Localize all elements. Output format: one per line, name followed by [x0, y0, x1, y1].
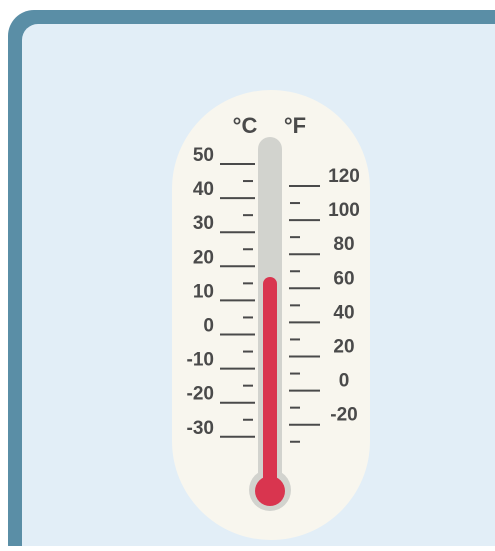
mercury [263, 277, 277, 492]
fahrenheit-label: 60 [333, 268, 354, 289]
celsius-label: 50 [193, 145, 214, 166]
celsius-label: -30 [187, 418, 214, 439]
celsius-label: 40 [193, 179, 214, 200]
fahrenheit-label: 40 [333, 302, 354, 323]
celsius-label: 30 [193, 213, 214, 234]
celsius-label: -10 [187, 350, 214, 371]
celsius-label: 0 [203, 316, 214, 337]
bulb [255, 476, 285, 506]
celsius-unit: °C [233, 113, 258, 138]
illustration: °C °F 50403020100-10-20-3012010080604020… [0, 0, 495, 546]
fahrenheit-label: 0 [339, 371, 350, 392]
fahrenheit-label: 80 [333, 234, 354, 255]
celsius-label: -20 [187, 384, 214, 405]
fahrenheit-label: 100 [328, 200, 360, 221]
fahrenheit-label: 120 [328, 166, 360, 187]
fahrenheit-unit: °F [284, 113, 306, 138]
fahrenheit-label: 20 [333, 337, 354, 358]
page: {"thermometer": { "celsius_unit": "°C", … [0, 0, 495, 546]
celsius-label: 20 [193, 247, 214, 268]
fahrenheit-label: -20 [330, 405, 357, 426]
celsius-label: 10 [193, 281, 214, 302]
